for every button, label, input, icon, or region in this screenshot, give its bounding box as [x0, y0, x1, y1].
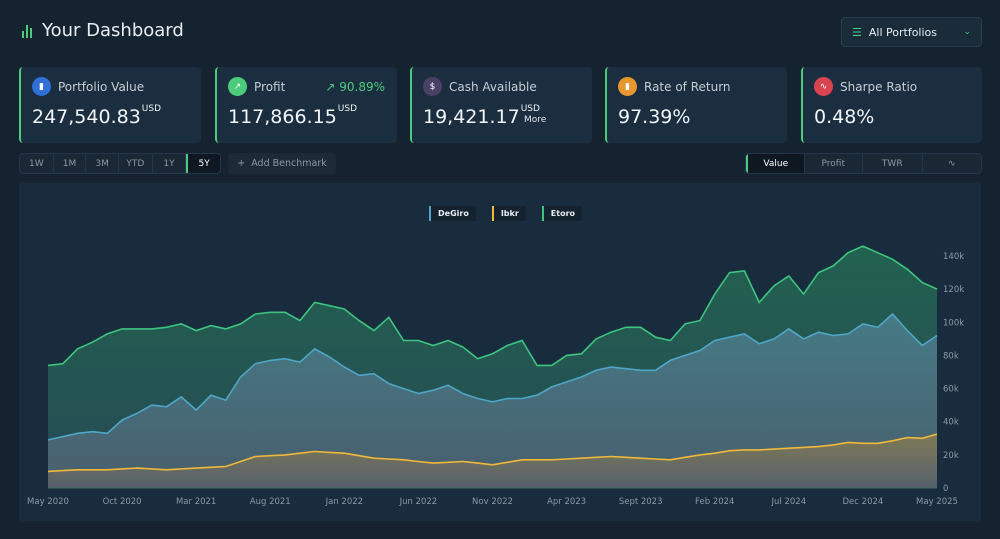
view-profit[interactable]: Profit: [805, 154, 864, 173]
x-tick-label: Aug 2021: [250, 497, 291, 507]
view-twr[interactable]: TWR: [863, 154, 923, 173]
x-tick-label: May 2020: [27, 497, 69, 507]
card-profit: ↗ Profit ↗ 90.89% 117,866.15USD: [215, 67, 397, 143]
x-tick-label: Nov 2022: [472, 497, 513, 507]
chevron-down-icon: ⌄: [963, 27, 971, 37]
card-label: Portfolio Value: [58, 79, 145, 94]
bar-chart-icon: [22, 24, 32, 38]
x-tick-label: Feb 2024: [695, 497, 734, 507]
card-unit: USD: [337, 104, 358, 114]
y-tick-label: 80k: [943, 351, 959, 361]
range-1m[interactable]: 1M: [54, 154, 87, 173]
y-tick-label: 20k: [943, 451, 959, 461]
legend-ibkr[interactable]: Ibkr: [491, 206, 526, 221]
range-5y[interactable]: 5Y: [186, 154, 220, 173]
card-value: 117,866.15: [228, 106, 337, 128]
line-chart-icon[interactable]: ∿: [947, 158, 956, 169]
bar-chart-icon: ▮: [618, 77, 637, 96]
view-selector: Value Profit TWR ∿: [745, 153, 982, 174]
add-benchmark-label: Add Benchmark: [251, 158, 327, 169]
legend-degiro[interactable]: DeGiro: [429, 206, 476, 221]
y-tick-label: 100k: [943, 318, 964, 328]
add-benchmark-button[interactable]: + Add Benchmark: [228, 153, 336, 174]
bar-chart-icon: ▮: [32, 77, 51, 96]
portfolio-select-value: All Portfolios: [868, 25, 937, 39]
x-tick-label: Sept 2023: [619, 497, 663, 507]
profit-change: 90.89%: [339, 80, 385, 94]
dollar-icon: $: [423, 77, 442, 96]
y-tick-label: 60k: [943, 385, 959, 395]
page-title-text: Your Dashboard: [42, 20, 184, 41]
plus-icon: +: [237, 158, 246, 169]
x-tick-label: Jan 2022: [325, 497, 363, 507]
y-tick-label: 0: [943, 484, 948, 494]
x-tick-label: Dec 2024: [843, 497, 884, 507]
card-label: Rate of Return: [644, 79, 731, 94]
page-title: Your Dashboard: [22, 20, 184, 41]
range-1y[interactable]: 1Y: [153, 154, 187, 173]
range-1w[interactable]: 1W: [20, 154, 54, 173]
x-tick-label: Oct 2020: [103, 497, 142, 507]
x-tick-label: Apr 2023: [547, 497, 586, 507]
view-value[interactable]: Value: [746, 154, 805, 173]
y-tick-label: 140k: [943, 252, 964, 262]
card-value: 97.39%: [618, 106, 691, 128]
card-label: Cash Available: [449, 79, 537, 94]
card-value: 0.48%: [814, 106, 875, 128]
line-etoro: [47, 245, 938, 367]
card-cash-available: $ Cash Available 19,421.17USD More: [410, 67, 592, 143]
card-label: Profit: [254, 79, 286, 94]
x-tick-label: Mar 2021: [176, 497, 216, 507]
card-unit: USD: [520, 104, 540, 114]
legend-etoro[interactable]: Etoro: [541, 206, 583, 221]
pulse-icon: ∿: [814, 77, 833, 96]
y-tick-label: 120k: [943, 285, 964, 295]
trending-up-icon: ↗: [228, 77, 247, 96]
area-degiro: [48, 314, 937, 488]
card-portfolio-value: ▮ Portfolio Value 247,540.83USD: [19, 67, 201, 143]
x-tick-label: Jul 2024: [771, 497, 807, 507]
chart-legend: DeGiro Ibkr Etoro: [429, 206, 583, 221]
chart-panel: DeGiro Ibkr Etoro 0 20k 40k 60k 80k 100k 120k 1…: [19, 183, 981, 521]
range-3m[interactable]: 3M: [86, 154, 119, 173]
area-ibkr: [48, 434, 937, 488]
card-sharpe-ratio: ∿ Sharpe Ratio 0.48%: [801, 67, 982, 143]
card-value: 19,421.17: [423, 106, 520, 128]
card-value: 247,540.83: [32, 106, 141, 128]
card-label: Sharpe Ratio: [840, 79, 918, 94]
portfolio-select[interactable]: ☰ All Portfolios ⌄: [841, 17, 982, 47]
line-degiro: [47, 312, 938, 441]
range-ytd[interactable]: YTD: [119, 154, 153, 173]
y-tick-label: 40k: [943, 418, 959, 428]
card-unit: USD: [141, 104, 162, 114]
range-selector: 1W 1M 3M YTD 1Y 5Y: [19, 153, 221, 174]
more-link[interactable]: More: [524, 115, 547, 125]
card-rate-of-return: ▮ Rate of Return 97.39%: [605, 67, 787, 143]
line-ibkr: [47, 433, 938, 473]
portfolio-chart: 0 20k 40k 60k 80k 100k 120k 140k May 2020 Oct 202…: [27, 245, 964, 507]
trending-up-icon: ↗: [325, 80, 340, 94]
layers-icon: ☰: [852, 25, 862, 39]
x-tick-label: May 2025: [916, 497, 958, 507]
x-tick-label: Jun 2022: [399, 497, 438, 507]
